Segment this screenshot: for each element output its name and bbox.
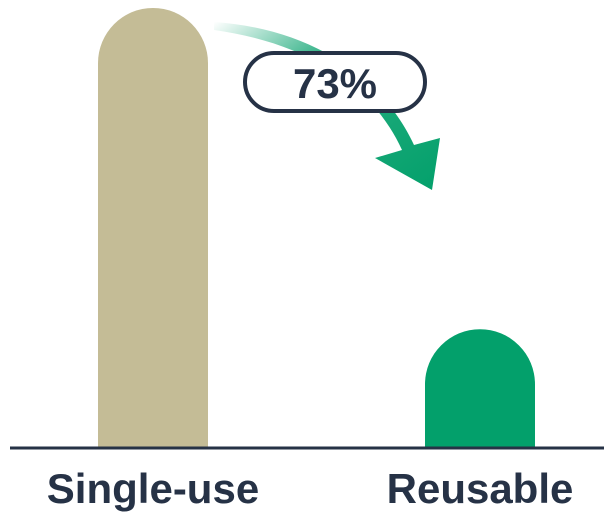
- bar-single-use: [98, 8, 208, 448]
- category-label: Single-use: [47, 465, 259, 512]
- category-label: Reusable: [387, 465, 574, 512]
- bar-reusable: [425, 329, 535, 448]
- percentage-badge: 73%: [243, 51, 427, 113]
- percentage-label: 73%: [293, 60, 377, 107]
